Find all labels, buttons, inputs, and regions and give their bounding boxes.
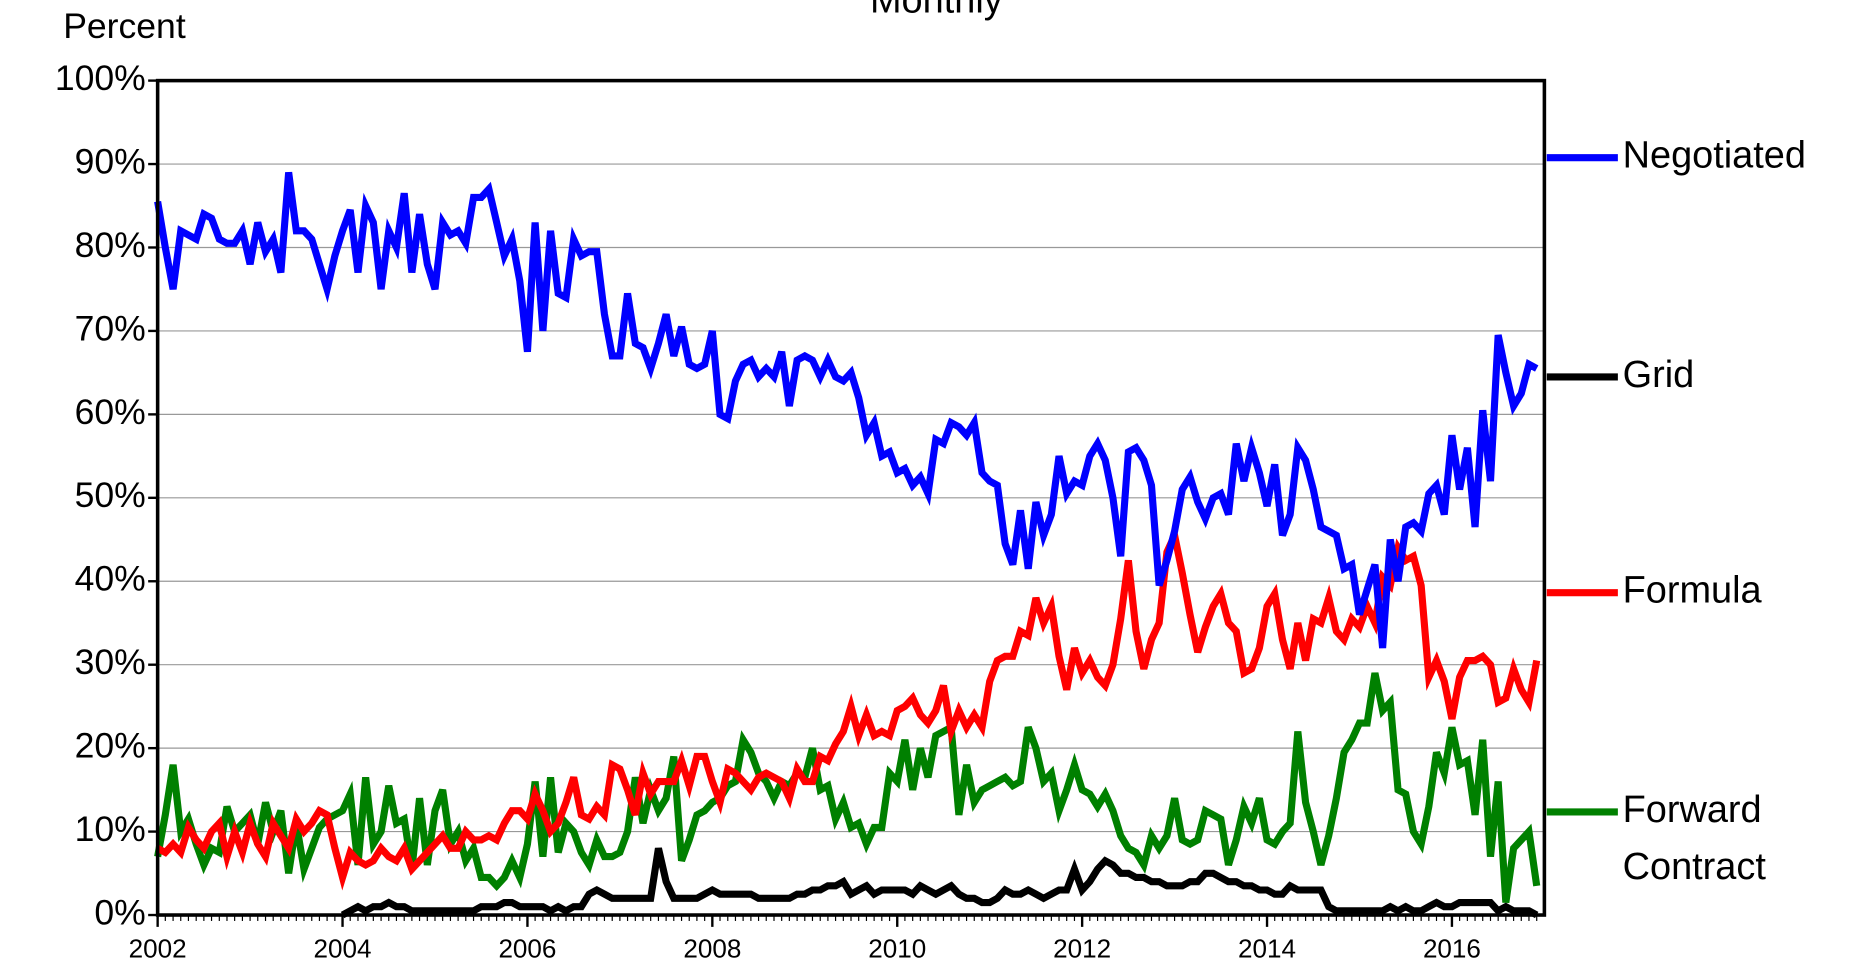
y-tick-label: 100%: [55, 58, 146, 98]
y-tick-label: 40%: [75, 559, 146, 599]
y-tick-label: 80%: [75, 225, 146, 265]
legend-label: Formula: [1623, 570, 1763, 612]
series-line: [154, 672, 1541, 904]
x-tick-label: 2002: [129, 933, 187, 963]
y-tick-label: 50%: [75, 475, 146, 515]
legend-label: Negotiated: [1623, 135, 1806, 177]
y-tick-label: 70%: [75, 308, 146, 348]
series-line: [154, 171, 1539, 649]
x-tick-label: 2008: [683, 933, 741, 963]
x-tick-label: 2010: [868, 933, 926, 963]
y-tick-label: 20%: [75, 726, 146, 766]
legend-label: Forward Contract: [1623, 789, 1767, 888]
x-tick-label: 2016: [1423, 933, 1481, 963]
y-tick-label: 10%: [75, 809, 146, 849]
series-line: [340, 847, 1539, 919]
x-tick-label: 2014: [1238, 933, 1296, 963]
chart-title: Monthly: [870, 0, 1003, 21]
legend-label: Grid: [1623, 354, 1695, 396]
plot-frame: [155, 78, 1547, 917]
series-line: [155, 524, 1541, 891]
y-tick-label: 60%: [75, 392, 146, 432]
x-tick-label: 2012: [1053, 933, 1111, 963]
y-tick-label: 0%: [94, 892, 145, 932]
y-tick-label: 90%: [75, 141, 146, 181]
y-tick-label: 30%: [75, 642, 146, 682]
y-axis-label: Percent: [63, 6, 186, 46]
x-tick-label: 2006: [498, 933, 556, 963]
x-tick-label: 2004: [314, 933, 372, 963]
